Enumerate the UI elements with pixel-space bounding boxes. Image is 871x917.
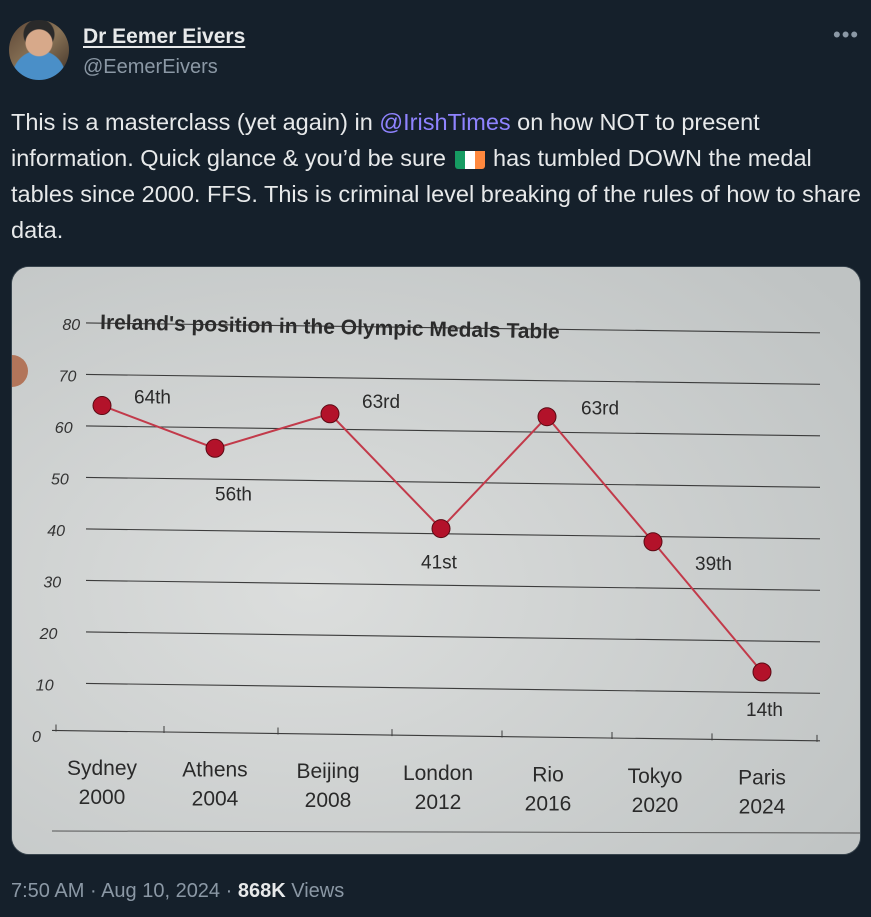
data-label: 39th (695, 554, 732, 575)
tweet-text: This is a masterclass (yet again) in @Ir… (11, 104, 861, 248)
x-category-name: Beijing (296, 760, 359, 783)
gridline (85, 425, 821, 437)
y-tick-label: 60 (55, 420, 73, 437)
data-point (320, 404, 340, 424)
y-tick-label: 50 (51, 472, 69, 489)
gridline (85, 476, 821, 488)
tweet-image[interactable]: Ireland's position in the Olympic Medals… (11, 266, 861, 855)
x-category-label: London 2012 (403, 762, 473, 814)
tweet-time[interactable]: 7:50 AM (11, 880, 85, 902)
data-label: 56th (215, 484, 252, 505)
x-category-label: Beijing 2008 (296, 760, 359, 812)
ireland-flag-icon (454, 147, 485, 169)
y-tick-label: 20 (39, 626, 58, 643)
bottom-rule (51, 830, 860, 834)
tweet-text-part: has tumbled DOWN the medal tables since … (11, 145, 861, 243)
x-category-label: Paris 2024 (738, 767, 786, 819)
data-point (643, 532, 663, 552)
gridline (85, 528, 821, 540)
data-label: 14th (746, 700, 783, 721)
x-category-label: Sydney 2000 (67, 757, 138, 809)
y-tick-label: 30 (43, 575, 61, 592)
gridline (85, 373, 821, 385)
tweet-meta: 7:50 AM · Aug 10, 2024 · 868K Views (11, 880, 345, 902)
data-label: 64th (134, 388, 171, 409)
gridline (85, 579, 821, 591)
x-category-year: 2000 (79, 786, 126, 809)
avatar[interactable] (9, 20, 69, 80)
x-category-year: 2024 (739, 796, 786, 819)
x-category-name: London (403, 762, 473, 785)
y-tick-label: 0 (32, 729, 41, 746)
x-category-label: Rio 2016 (525, 763, 572, 815)
x-axis-line (51, 729, 821, 742)
x-category-year: 2016 (525, 792, 572, 815)
paper-edge-mark (12, 355, 28, 387)
tweet-text-part: on how NOT to present information. Quick… (11, 109, 760, 171)
gridline (85, 682, 821, 694)
x-category-year: 2008 (305, 789, 352, 812)
x-category-label: Tokyo 2020 (628, 765, 683, 817)
x-category-year: 2020 (632, 794, 679, 817)
data-point (537, 407, 557, 427)
x-category-name: Tokyo (628, 765, 683, 788)
y-tick-label: 70 (59, 369, 77, 386)
data-label: 63rd (362, 392, 400, 413)
author-display-name[interactable]: Dr Eemer Eivers (83, 25, 246, 48)
x-category-year: 2012 (415, 791, 462, 814)
x-category-label: Athens 2004 (182, 759, 247, 811)
data-point (752, 662, 772, 682)
views-count: 868K (237, 880, 286, 902)
views-label: Views (291, 880, 345, 902)
x-category-name: Sydney (67, 757, 138, 780)
tweet-date[interactable]: Aug 10, 2024 (101, 880, 221, 902)
data-point (92, 396, 112, 416)
medals-chart: Ireland's position in the Olympic Medals… (12, 267, 860, 854)
more-options-icon[interactable]: ••• (833, 22, 860, 47)
x-category-name: Paris (738, 767, 786, 790)
gridline (85, 631, 821, 643)
tweet-text-part: This is a masterclass (yet again) in (11, 109, 380, 135)
x-category-name: Rio (532, 763, 564, 786)
data-label: 41st (421, 553, 458, 574)
y-tick-label: 10 (36, 678, 54, 695)
y-tick-label: 80 (62, 317, 80, 334)
data-point (431, 519, 451, 539)
gridline (85, 322, 821, 334)
y-tick-label: 40 (47, 523, 65, 540)
author-handle[interactable]: @EemerEivers (83, 56, 218, 78)
x-category-year: 2004 (192, 788, 239, 811)
mention-link[interactable]: @IrishTimes (379, 109, 511, 135)
x-category-name: Athens (182, 759, 247, 782)
data-point (205, 438, 225, 458)
data-label: 63rd (581, 399, 619, 420)
